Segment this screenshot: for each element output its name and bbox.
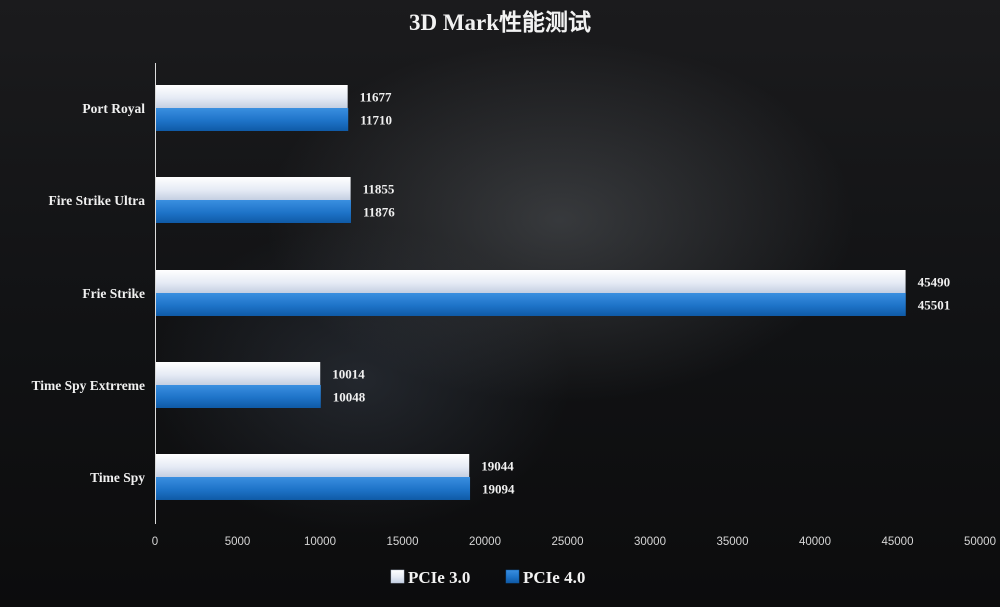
bar-pcie3: [156, 454, 470, 477]
data-label: 10014: [332, 367, 365, 382]
category-labels: Port Royal Fire Strike Ultra Frie Strike Ti…: [32, 101, 146, 485]
bar-pcie3: [156, 362, 321, 385]
data-label: 11876: [363, 205, 395, 220]
x-tick-label: 25000: [552, 536, 584, 548]
category-label: Fire Strike Ultra: [49, 193, 146, 208]
x-tick-label: 45000: [882, 536, 914, 548]
bar-pcie4: [156, 108, 349, 131]
x-tick-label: 20000: [469, 536, 501, 548]
legend-label: PCIe 3.0: [408, 568, 470, 587]
category-label: Port Royal: [82, 101, 145, 116]
data-label: 45490: [918, 275, 951, 290]
data-label: 11677: [360, 90, 392, 105]
bar-pcie4: [156, 385, 321, 408]
category-label: Time Spy: [90, 470, 145, 485]
legend-label: PCIe 4.0: [523, 568, 585, 587]
chart-title: 3D Mark性能测试: [409, 9, 591, 35]
bar-pcie4: [156, 200, 351, 223]
bar-pcie4: [156, 293, 906, 316]
x-tick-label: 40000: [799, 536, 831, 548]
x-axis-ticks: 0 5000 10000 15000 20000 25000 30000 35000 40000…: [152, 536, 996, 548]
x-tick-label: 5000: [225, 536, 251, 548]
legend: PCIe 3.0 PCIe 4.0: [390, 568, 585, 587]
data-label: 10048: [333, 390, 366, 405]
category-label: Frie Strike: [82, 286, 145, 301]
data-label: 45501: [918, 298, 951, 313]
data-label: 11855: [363, 182, 395, 197]
category-label: Time Spy Extrreme: [32, 378, 145, 393]
data-label: 11710: [360, 113, 392, 128]
x-tick-label: 35000: [717, 536, 749, 548]
bar-pcie3: [156, 270, 906, 293]
bar-pcie3: [156, 177, 351, 200]
x-tick-label: 0: [152, 536, 158, 548]
x-tick-label: 15000: [387, 536, 419, 548]
bar-pcie4: [156, 477, 471, 500]
x-tick-label: 30000: [634, 536, 666, 548]
legend-swatch-pcie4: [505, 569, 520, 584]
data-label: 19044: [481, 459, 514, 474]
bars-group: 11677 11710 11855 11876 45490 45501 10014 10048…: [156, 85, 950, 500]
data-label: 19094: [482, 482, 515, 497]
x-tick-label: 10000: [304, 536, 336, 548]
bar-pcie3: [156, 85, 348, 108]
legend-swatch-pcie3: [390, 569, 405, 584]
x-tick-label: 50000: [964, 536, 996, 548]
